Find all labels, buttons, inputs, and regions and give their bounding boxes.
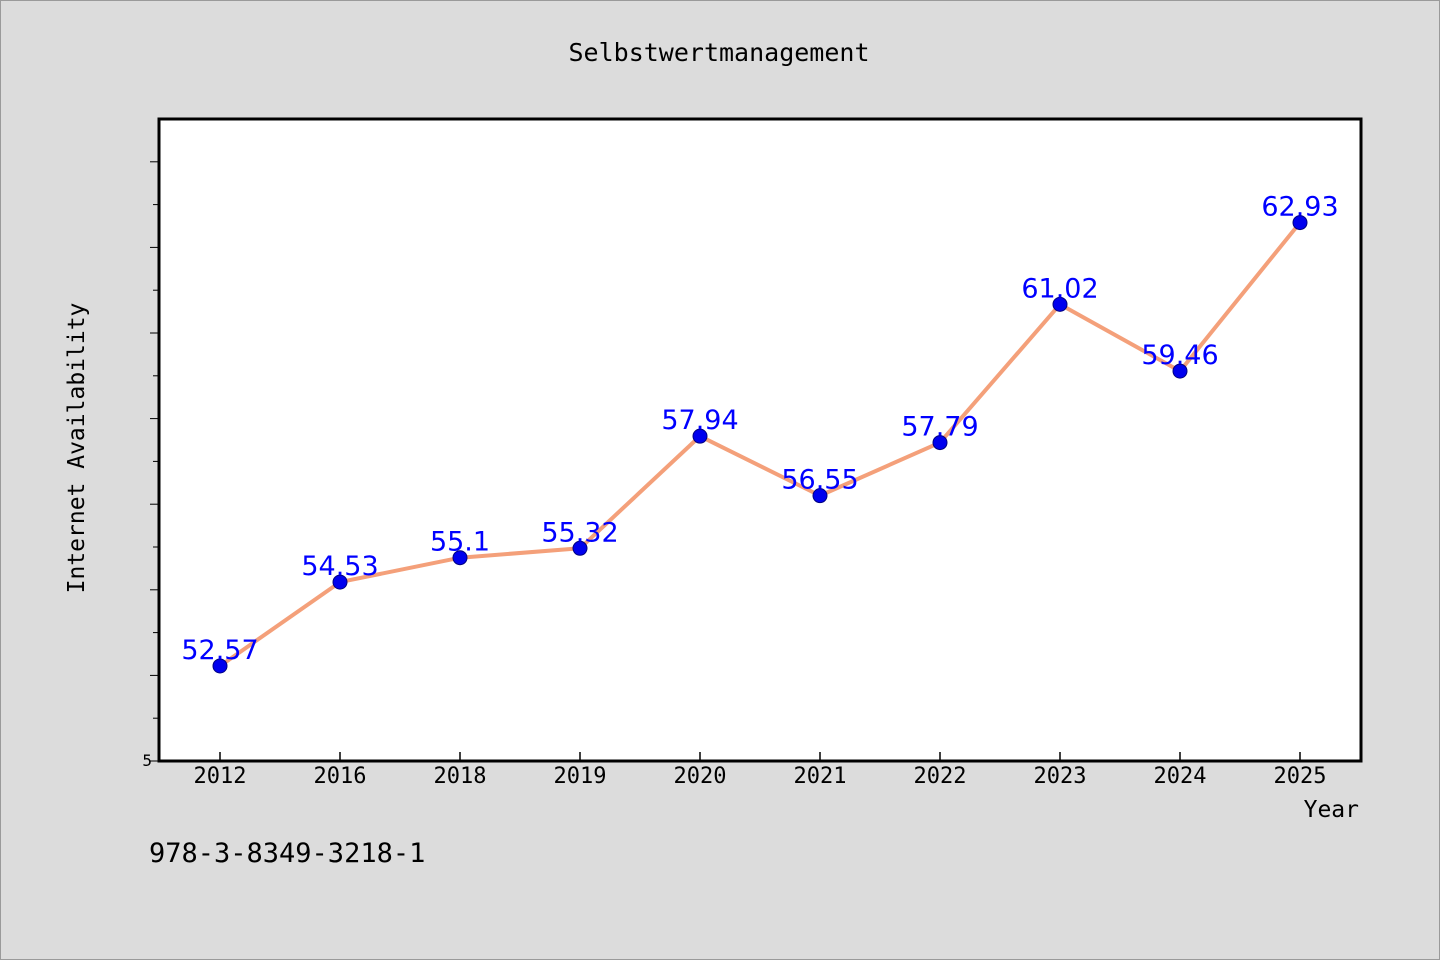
- x-tick-label: 2023: [1034, 764, 1087, 789]
- marker-layer: [212, 215, 1308, 674]
- x-tick-label: 2018: [434, 764, 487, 789]
- x-axis-label: Year: [1304, 797, 1359, 823]
- data-label: 59.46: [1141, 340, 1218, 371]
- x-tick-label: 2016: [314, 764, 367, 789]
- x-tick-label: 2012: [194, 764, 247, 789]
- data-label: 56.55: [781, 465, 858, 496]
- chart-title: Selbstwertmanagement: [568, 38, 869, 67]
- x-tick-label: 2024: [1154, 764, 1207, 789]
- data-point: [212, 658, 228, 674]
- data-point: [812, 488, 828, 504]
- x-tick-label: 2021: [794, 764, 847, 789]
- x-axis-ticks: [219, 752, 1301, 761]
- data-point: [1052, 296, 1068, 312]
- y-tick-label: 5: [142, 751, 152, 770]
- y-axis-ticks: [150, 161, 159, 762]
- data-point: [452, 550, 468, 566]
- data-label: 61.02: [1021, 273, 1098, 304]
- data-point: [932, 435, 948, 451]
- y-axis-label: Internet Availability: [64, 303, 90, 594]
- series-line: [218, 220, 1302, 668]
- x-tick-label: 2020: [674, 764, 727, 789]
- data-label: 52.57: [181, 635, 258, 666]
- data-point: [1292, 215, 1308, 231]
- x-tick-label: 2025: [1274, 764, 1327, 789]
- data-label: 55.32: [541, 517, 618, 548]
- data-label: 54.53: [301, 551, 378, 582]
- data-point: [1172, 363, 1188, 379]
- x-axis-tick-labels: 2012 2016 2018 2019 2020 2021 2022 2023 2024 2025: [194, 764, 1327, 789]
- x-tick-label: 2019: [554, 764, 607, 789]
- data-label: 62.93: [1261, 192, 1338, 223]
- series-layer: [218, 220, 1302, 668]
- data-label: 57.94: [661, 405, 738, 436]
- data-point: [692, 428, 708, 444]
- plot-area: [157, 117, 1363, 763]
- data-label: 55.1: [430, 527, 490, 558]
- data-point: [572, 540, 588, 556]
- x-tick-label: 2022: [914, 764, 967, 789]
- data-label: 57.79: [901, 412, 978, 443]
- isbn-text: 978-3-8349-3218-1: [149, 838, 425, 869]
- data-label-layer: 52.57 54.53 55.1 55.32 57.94 56.55 57.79 61.02 5…: [181, 192, 1338, 666]
- data-point: [332, 574, 348, 590]
